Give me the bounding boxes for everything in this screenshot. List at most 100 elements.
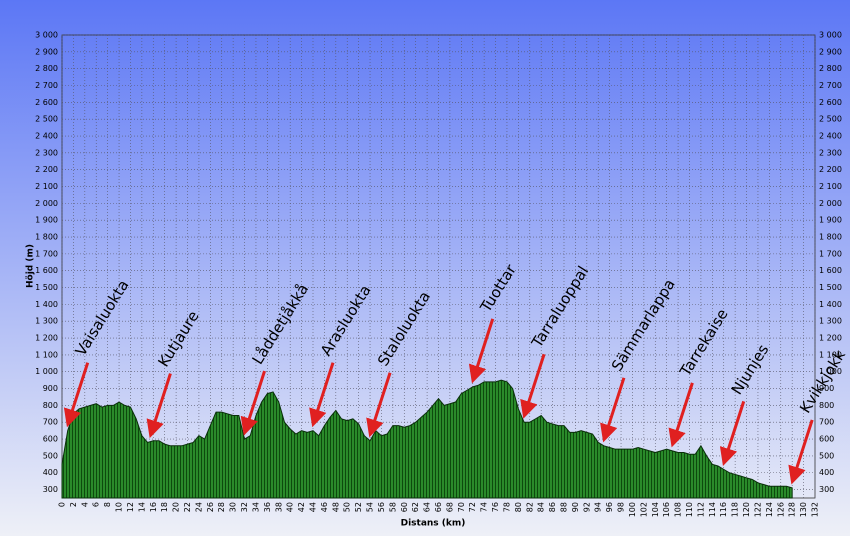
y-tick-label: 2 600 bbox=[35, 98, 58, 107]
x-tick-label: 88 bbox=[560, 502, 569, 512]
y2-tick-label: 2 400 bbox=[819, 132, 842, 141]
y2-tick-label: 2 600 bbox=[819, 98, 842, 107]
y2-tick-label: 400 bbox=[819, 468, 834, 477]
x-tick-label: 124 bbox=[765, 502, 774, 517]
x-tick-label: 98 bbox=[617, 502, 626, 512]
y-tick-label: 2 000 bbox=[35, 199, 58, 208]
x-tick-label: 16 bbox=[149, 502, 158, 512]
annotation-arrow bbox=[63, 362, 90, 428]
x-tick-label: 74 bbox=[480, 502, 489, 512]
x-tick-label: 130 bbox=[799, 502, 808, 517]
y-tick-label: 3 000 bbox=[35, 31, 58, 40]
y2-tick-label: 2 000 bbox=[819, 199, 842, 208]
y-tick-label: 1 200 bbox=[35, 334, 58, 343]
y-tick-label: 2 900 bbox=[35, 47, 58, 56]
y-tick-label: 400 bbox=[43, 468, 58, 477]
x-tick-label: 30 bbox=[229, 502, 238, 512]
y-tick-label: 2 800 bbox=[35, 64, 58, 73]
x-tick-label: 94 bbox=[594, 502, 603, 512]
x-tick-label: 12 bbox=[126, 502, 135, 512]
x-tick-label: 18 bbox=[160, 502, 169, 512]
y-tick-label: 500 bbox=[43, 451, 58, 460]
x-tick-label: 46 bbox=[320, 502, 329, 512]
annotation-arrow bbox=[719, 400, 746, 466]
y2-tick-label: 3 000 bbox=[819, 31, 842, 40]
x-tick-label: 100 bbox=[628, 502, 637, 517]
x-tick-label: 114 bbox=[708, 502, 717, 517]
x-tick-label: 28 bbox=[217, 502, 226, 512]
x-tick-label: 106 bbox=[662, 502, 671, 517]
x-tick-label: 44 bbox=[309, 502, 318, 512]
x-tick-label: 10 bbox=[115, 502, 124, 512]
y2-tick-label: 1 900 bbox=[819, 216, 842, 225]
x-tick-label: 78 bbox=[502, 502, 511, 512]
x-tick-label: 50 bbox=[343, 502, 352, 512]
y2-tick-label: 900 bbox=[819, 384, 834, 393]
x-tick-label: 26 bbox=[206, 502, 215, 512]
y-tick-label: 2 100 bbox=[35, 182, 58, 191]
y-tick-label: 1 700 bbox=[35, 249, 58, 258]
y-tick-label: 300 bbox=[43, 485, 58, 494]
y-tick-label: 2 500 bbox=[35, 115, 58, 124]
y-tick-label: 1 100 bbox=[35, 350, 58, 359]
x-tick-label: 2 bbox=[69, 502, 78, 507]
x-tick-label: 116 bbox=[719, 502, 728, 517]
annotation-arrow bbox=[366, 372, 392, 438]
y2-tick-label: 300 bbox=[819, 485, 834, 494]
y2-tick-label: 1 200 bbox=[819, 334, 842, 343]
x-tick-label: 86 bbox=[548, 502, 557, 512]
x-tick-label: 84 bbox=[537, 502, 546, 512]
x-tick-label: 32 bbox=[240, 502, 249, 512]
x-tick-label: 14 bbox=[137, 502, 146, 512]
x-tick-label: 90 bbox=[571, 502, 580, 512]
x-tick-label: 40 bbox=[286, 502, 295, 512]
y2-tick-label: 1 600 bbox=[819, 266, 842, 275]
x-tick-label: 126 bbox=[776, 502, 785, 517]
x-tick-label: 36 bbox=[263, 502, 272, 512]
y-tick-label: 1 500 bbox=[35, 283, 58, 292]
x-tick-label: 108 bbox=[674, 502, 683, 517]
elevation-area bbox=[61, 379, 793, 499]
x-tick-label: 122 bbox=[753, 502, 762, 517]
y2-tick-label: 2 300 bbox=[819, 148, 842, 157]
y-tick-label: 2 700 bbox=[35, 81, 58, 90]
y2-tick-label: 2 700 bbox=[819, 81, 842, 90]
x-tick-label: 34 bbox=[251, 502, 260, 512]
y2-tick-label: 700 bbox=[819, 418, 834, 427]
x-tick-label: 132 bbox=[811, 502, 820, 517]
x-tick-label: 38 bbox=[274, 502, 283, 512]
y-tick-label: 2 200 bbox=[35, 165, 58, 174]
x-tick-label: 6 bbox=[92, 502, 101, 507]
annotation-arrow bbox=[668, 382, 694, 448]
x-tick-label: 66 bbox=[434, 502, 443, 512]
y2-tick-label: 1 800 bbox=[819, 233, 842, 242]
x-tick-label: 20 bbox=[172, 502, 181, 512]
y2-tick-label: 1 500 bbox=[819, 283, 842, 292]
x-tick-label: 72 bbox=[468, 502, 477, 512]
y-axis-title: Höjd (m) bbox=[26, 244, 36, 288]
x-tick-label: 80 bbox=[514, 502, 523, 512]
y-tick-label: 1 600 bbox=[35, 266, 58, 275]
x-axis-title: Distans (km) bbox=[401, 519, 466, 529]
annotation-arrow bbox=[788, 419, 814, 485]
y2-tick-label: 1 400 bbox=[819, 300, 842, 309]
x-tick-label: 56 bbox=[377, 502, 386, 512]
x-tick-label: 48 bbox=[331, 502, 340, 512]
y-tick-label: 1 300 bbox=[35, 317, 58, 326]
annotation-arrow bbox=[520, 353, 546, 419]
y2-tick-label: 1 300 bbox=[819, 317, 842, 326]
y-tick-label: 2 400 bbox=[35, 132, 58, 141]
x-tick-label: 42 bbox=[297, 502, 306, 512]
y2-tick-label: 2 100 bbox=[819, 182, 842, 191]
y2-tick-label: 600 bbox=[819, 435, 834, 444]
y2-tick-label: 1 700 bbox=[819, 249, 842, 258]
x-tick-label: 92 bbox=[582, 502, 591, 512]
x-tick-label: 118 bbox=[731, 502, 740, 517]
x-tick-label: 128 bbox=[788, 502, 797, 517]
y2-tick-label: 2 200 bbox=[819, 165, 842, 174]
y-tick-label: 900 bbox=[43, 384, 58, 393]
y2-tick-label: 800 bbox=[819, 401, 834, 410]
x-tick-label: 24 bbox=[194, 502, 203, 512]
x-tick-label: 64 bbox=[423, 502, 432, 512]
